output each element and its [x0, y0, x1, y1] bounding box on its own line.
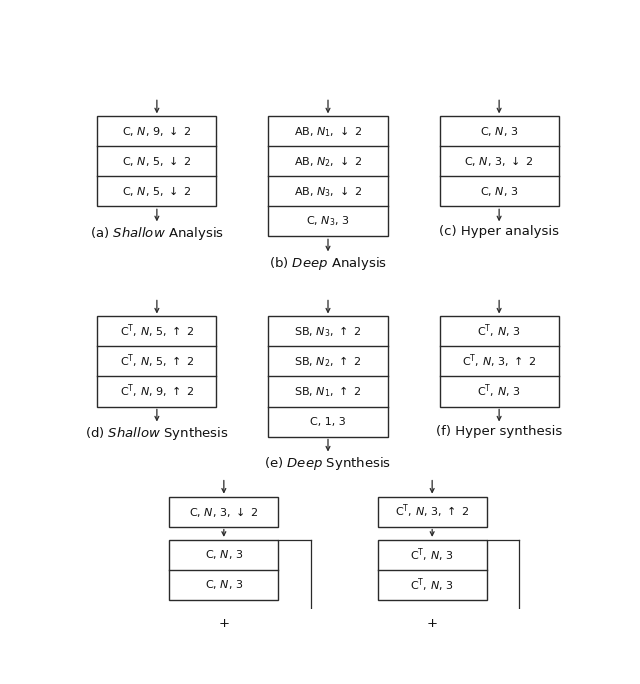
- Bar: [169, 540, 278, 600]
- Text: C, $N$, 3, $\downarrow$ 2: C, $N$, 3, $\downarrow$ 2: [465, 155, 534, 168]
- Text: C, $N$, 9, $\downarrow$ 2: C, $N$, 9, $\downarrow$ 2: [122, 124, 191, 138]
- Text: (b) $\mathit{Deep}$ Analysis: (b) $\mathit{Deep}$ Analysis: [269, 255, 387, 272]
- Text: C$^\mathrm{T}$, $N$, 3, $\uparrow$ 2: C$^\mathrm{T}$, $N$, 3, $\uparrow$ 2: [462, 353, 536, 370]
- Text: C$^\mathrm{T}$, $N$, 3: C$^\mathrm{T}$, $N$, 3: [477, 323, 521, 340]
- Text: SB, $N_1$, $\uparrow$ 2: SB, $N_1$, $\uparrow$ 2: [294, 384, 362, 399]
- Bar: [97, 317, 216, 406]
- Text: C, $N$, 3: C, $N$, 3: [205, 578, 243, 591]
- Bar: [97, 116, 216, 207]
- Bar: [378, 540, 486, 600]
- Text: C$^\mathrm{T}$, $N$, 9, $\uparrow$ 2: C$^\mathrm{T}$, $N$, 9, $\uparrow$ 2: [120, 383, 194, 400]
- Text: C$^\mathrm{T}$, $N$, 5, $\uparrow$ 2: C$^\mathrm{T}$, $N$, 5, $\uparrow$ 2: [120, 323, 194, 340]
- Text: C, $N$, 3: C, $N$, 3: [205, 549, 243, 562]
- Text: C, $N$, 5, $\downarrow$ 2: C, $N$, 5, $\downarrow$ 2: [122, 185, 191, 198]
- Text: AB, $N_2$, $\downarrow$ 2: AB, $N_2$, $\downarrow$ 2: [294, 154, 362, 169]
- Text: SB, $N_3$, $\uparrow$ 2: SB, $N_3$, $\uparrow$ 2: [294, 324, 362, 339]
- Text: SB, $N_2$, $\uparrow$ 2: SB, $N_2$, $\uparrow$ 2: [294, 354, 362, 369]
- Text: C, $N$, 5, $\downarrow$ 2: C, $N$, 5, $\downarrow$ 2: [122, 155, 191, 168]
- Text: C, $N$, 3: C, $N$, 3: [480, 124, 518, 137]
- Text: C$^\mathrm{T}$, $N$, 3, $\uparrow$ 2: C$^\mathrm{T}$, $N$, 3, $\uparrow$ 2: [395, 503, 470, 521]
- Bar: [269, 317, 388, 436]
- Bar: [269, 116, 388, 237]
- Bar: [440, 116, 559, 207]
- Text: (d) $\mathit{Shallow}$ Synthesis: (d) $\mathit{Shallow}$ Synthesis: [85, 425, 228, 443]
- Text: (e) $\mathit{Deep}$ Synthesis: (e) $\mathit{Deep}$ Synthesis: [264, 456, 392, 473]
- Text: C$^\mathrm{T}$, $N$, 3: C$^\mathrm{T}$, $N$, 3: [410, 546, 454, 564]
- Text: C, 1, 3: C, 1, 3: [310, 417, 346, 427]
- Bar: [169, 497, 278, 527]
- Bar: [440, 317, 559, 406]
- Text: C$^\mathrm{T}$, $N$, 3: C$^\mathrm{T}$, $N$, 3: [477, 383, 521, 400]
- Text: C$^\mathrm{T}$, $N$, 3: C$^\mathrm{T}$, $N$, 3: [410, 576, 454, 594]
- Text: C, $N$, 3, $\downarrow$ 2: C, $N$, 3, $\downarrow$ 2: [189, 505, 259, 518]
- Text: AB, $N_3$, $\downarrow$ 2: AB, $N_3$, $\downarrow$ 2: [294, 184, 362, 199]
- Text: AB, $N_1$, $\downarrow$ 2: AB, $N_1$, $\downarrow$ 2: [294, 124, 362, 139]
- Text: C$^\mathrm{T}$, $N$, 5, $\uparrow$ 2: C$^\mathrm{T}$, $N$, 5, $\uparrow$ 2: [120, 353, 194, 370]
- Text: (a) $\mathit{Shallow}$ Analysis: (a) $\mathit{Shallow}$ Analysis: [90, 225, 224, 242]
- Text: (c) Hyper analysis: (c) Hyper analysis: [439, 225, 559, 238]
- Text: (f) Hyper synthesis: (f) Hyper synthesis: [436, 425, 563, 438]
- Text: C, $N$, 3: C, $N$, 3: [480, 185, 518, 198]
- Text: +: +: [218, 617, 229, 630]
- Bar: [378, 497, 486, 527]
- Text: +: +: [427, 617, 438, 630]
- Text: C, $N_3$, 3: C, $N_3$, 3: [306, 215, 350, 228]
